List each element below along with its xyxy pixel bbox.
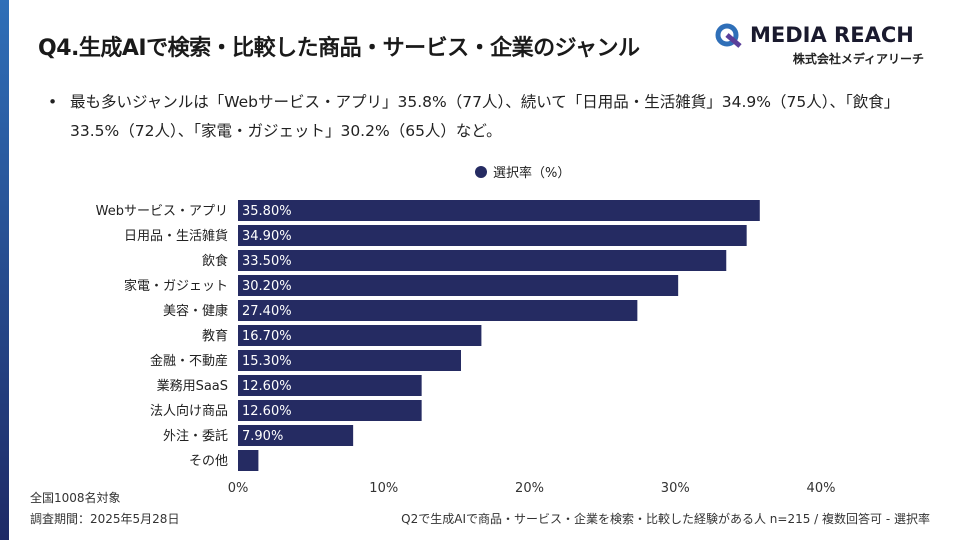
data-label: 16.70% <box>242 329 292 344</box>
category-label: 外注・委託 <box>163 428 228 444</box>
logo: MEDIA REACH 株式会社メディアリーチ <box>714 22 924 67</box>
bar <box>238 250 727 271</box>
data-label: 30.20% <box>242 279 292 294</box>
category-label: 教育 <box>202 328 228 344</box>
summary-text: 最も多いジャンルは「Webサービス・アプリ」35.8%（77人）、続いて「日用品… <box>70 93 900 140</box>
category-label: 金融・不動産 <box>150 353 228 369</box>
bar <box>238 450 259 471</box>
bullet-icon: • <box>48 93 58 111</box>
footer-note: Q2で生成AIで商品・サービス・企業を検索・比較した経験がある人 n=215 /… <box>401 512 930 526</box>
logo-company: 株式会社メディアリーチ <box>792 52 924 66</box>
footer-period: 調査期間：2025年5月28日 <box>30 512 180 526</box>
category-label: 日用品・生活雑貨 <box>124 228 228 244</box>
x-tick-label: 10% <box>369 481 398 496</box>
x-tick-label: 0% <box>228 481 249 496</box>
footer-sample: 全国1008名対象 <box>30 491 121 505</box>
data-label: 33.50% <box>242 254 292 269</box>
data-label: 35.80% <box>242 204 292 219</box>
bar <box>238 225 747 246</box>
category-label: その他 <box>189 454 228 469</box>
bar <box>238 375 422 396</box>
category-label: Webサービス・アプリ <box>96 204 228 219</box>
bar <box>238 350 461 371</box>
x-tick-label: 40% <box>807 481 836 496</box>
summary-bullet: • 最も多いジャンルは「Webサービス・アプリ」35.8%（77人）、続いて「日用… <box>48 88 928 146</box>
category-label: 飲食 <box>202 253 228 269</box>
data-label: 12.60% <box>242 404 292 419</box>
legend-label: 選択率（%） <box>493 166 571 181</box>
data-label: 7.90% <box>242 429 283 444</box>
x-tick-label: 30% <box>661 481 690 496</box>
data-label: 27.40% <box>242 304 292 319</box>
bar <box>238 275 679 296</box>
logo-icon <box>715 23 742 48</box>
category-label: 美容・健康 <box>163 303 228 319</box>
data-label: 15.30% <box>242 354 292 369</box>
legend-swatch <box>475 165 487 178</box>
data-label: 34.90% <box>242 229 292 244</box>
bar <box>238 300 638 321</box>
page-title: Q4.生成AIで検索・比較した商品・サービス・企業のジャンル <box>38 36 640 61</box>
bar <box>238 325 482 346</box>
chart-legend: 選択率（%） <box>475 162 570 181</box>
category-label: 家電・ガジェット <box>124 278 228 294</box>
category-label: 法人向け商品 <box>150 403 228 419</box>
x-tick-label: 20% <box>515 481 544 496</box>
bar <box>238 425 354 446</box>
logo-brand: MEDIA REACH <box>750 23 914 47</box>
category-label: 業務用SaaS <box>157 378 228 394</box>
accent-strip <box>0 0 9 540</box>
bar <box>238 200 760 221</box>
bar <box>238 400 422 421</box>
data-label: 12.60% <box>242 379 292 394</box>
